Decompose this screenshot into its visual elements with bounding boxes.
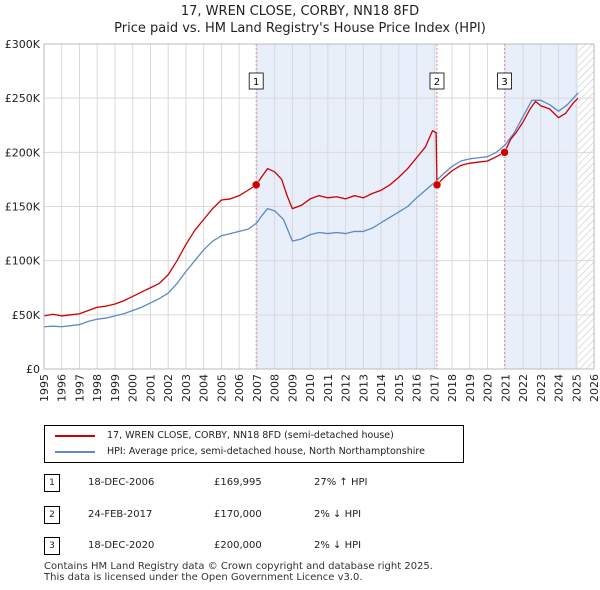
x-tick-label: 1996	[56, 374, 69, 402]
transaction-price: £200,000	[214, 540, 262, 551]
x-tick-label: 2015	[393, 374, 406, 402]
y-tick-label: £300K	[5, 38, 41, 51]
legend-swatch-blue	[55, 451, 95, 453]
transaction-box	[248, 72, 264, 90]
y-tick-label: £200K	[5, 146, 41, 159]
x-tick-label: 2005	[215, 374, 228, 402]
x-tick-label: 2011	[322, 374, 335, 402]
y-tick-label: £0	[26, 363, 40, 376]
x-tick-label: 2001	[144, 374, 157, 402]
x-tick-label: 2014	[375, 374, 388, 402]
x-tick-label: 2002	[162, 374, 175, 402]
x-tick-label: 1995	[38, 374, 51, 402]
transaction-markers: 1 2 3	[248, 72, 512, 190]
x-tick-label: 2012	[340, 374, 353, 402]
x-tick-label: 2007	[251, 374, 264, 402]
x-tick-label: 2004	[198, 374, 211, 402]
legend-label-hpi: HPI: Average price, semi-detached house,…	[107, 446, 425, 457]
x-tick-label: 2013	[357, 374, 370, 402]
x-tick-label: 2003	[180, 374, 193, 402]
transaction-box	[429, 72, 445, 90]
y-tick-label: £150K	[5, 201, 41, 214]
transaction-date: 24-FEB-2017	[88, 509, 153, 520]
price-chart: 1 2 3 £0 £50K £100K £150K £200K £250K £300K 1995 1…	[5, 38, 600, 402]
x-tick-label: 2026	[588, 374, 600, 402]
footer-line1: Contains HM Land Registry data © Crown c…	[44, 561, 433, 572]
transaction-number: 2	[44, 506, 60, 524]
chart-title-line2: Price paid vs. HM Land Registry's House …	[114, 21, 486, 36]
legend-label-property: 17, WREN CLOSE, CORBY, NN18 8FD (semi-de…	[107, 430, 394, 441]
transaction-hpi: 27% ↑ HPI	[314, 477, 368, 488]
legend: 17, WREN CLOSE, CORBY, NN18 8FD (semi-de…	[44, 425, 464, 463]
transaction-box-label: 3	[501, 77, 507, 88]
plot-frame	[43, 43, 595, 370]
x-tick-label: 2020	[482, 374, 495, 402]
x-tick-label: 2018	[446, 374, 459, 402]
transaction-date: 18-DEC-2006	[88, 477, 155, 488]
x-tick-label: 2021	[499, 374, 512, 402]
x-tick-label: 2009	[286, 374, 299, 402]
y-tick-label: £250K	[5, 92, 41, 105]
transaction-number: 1	[44, 474, 60, 492]
x-tick-label: 2023	[535, 374, 548, 402]
legend-swatch-red	[55, 435, 95, 437]
x-tick-label: 1999	[109, 374, 122, 402]
x-tick-label: 2006	[233, 374, 246, 402]
x-tick-label: 2024	[553, 374, 566, 402]
transaction-price: £169,995	[214, 477, 262, 488]
x-tick-label: 2022	[517, 374, 530, 402]
hpi-line	[43, 92, 579, 328]
transaction-box-label: 2	[434, 77, 440, 88]
chart-title: 17, WREN CLOSE, CORBY, NN18 8FD Price pa…	[0, 3, 600, 37]
x-tick-label: 1998	[91, 374, 104, 402]
transaction-hpi: 2% ↓ HPI	[314, 540, 362, 551]
transaction-hpi: 2% ↓ HPI	[314, 509, 362, 520]
transaction-box-label: 1	[253, 77, 259, 88]
transaction-number: 3	[44, 537, 60, 555]
sale-point	[251, 180, 261, 190]
x-tick-label: 2017	[428, 374, 441, 402]
x-tick-label: 2010	[304, 374, 317, 402]
transaction-date: 18-DEC-2020	[88, 540, 155, 551]
x-tick-label: 2016	[411, 374, 424, 402]
y-tick-label: £100K	[5, 255, 41, 268]
x-tick-label: 2000	[127, 374, 140, 402]
y-tick-label: £50K	[12, 309, 41, 322]
x-tick-label: 2025	[570, 374, 583, 402]
transaction-price: £170,000	[214, 509, 262, 520]
footer: Contains HM Land Registry data © Crown c…	[44, 561, 433, 583]
sale-point	[432, 180, 442, 190]
x-tick-label: 2008	[269, 374, 282, 402]
transaction-box	[497, 72, 512, 90]
axes: £0 £50K £100K £150K £200K £250K £300K 1995 1996 1…	[5, 38, 600, 402]
chart-title-line1: 17, WREN CLOSE, CORBY, NN18 8FD	[180, 4, 420, 19]
footer-line2: This data is licensed under the Open Gov…	[44, 572, 363, 583]
x-tick-label: 1997	[73, 374, 86, 402]
sale-point	[500, 148, 509, 157]
x-tick-label: 2019	[464, 374, 477, 402]
